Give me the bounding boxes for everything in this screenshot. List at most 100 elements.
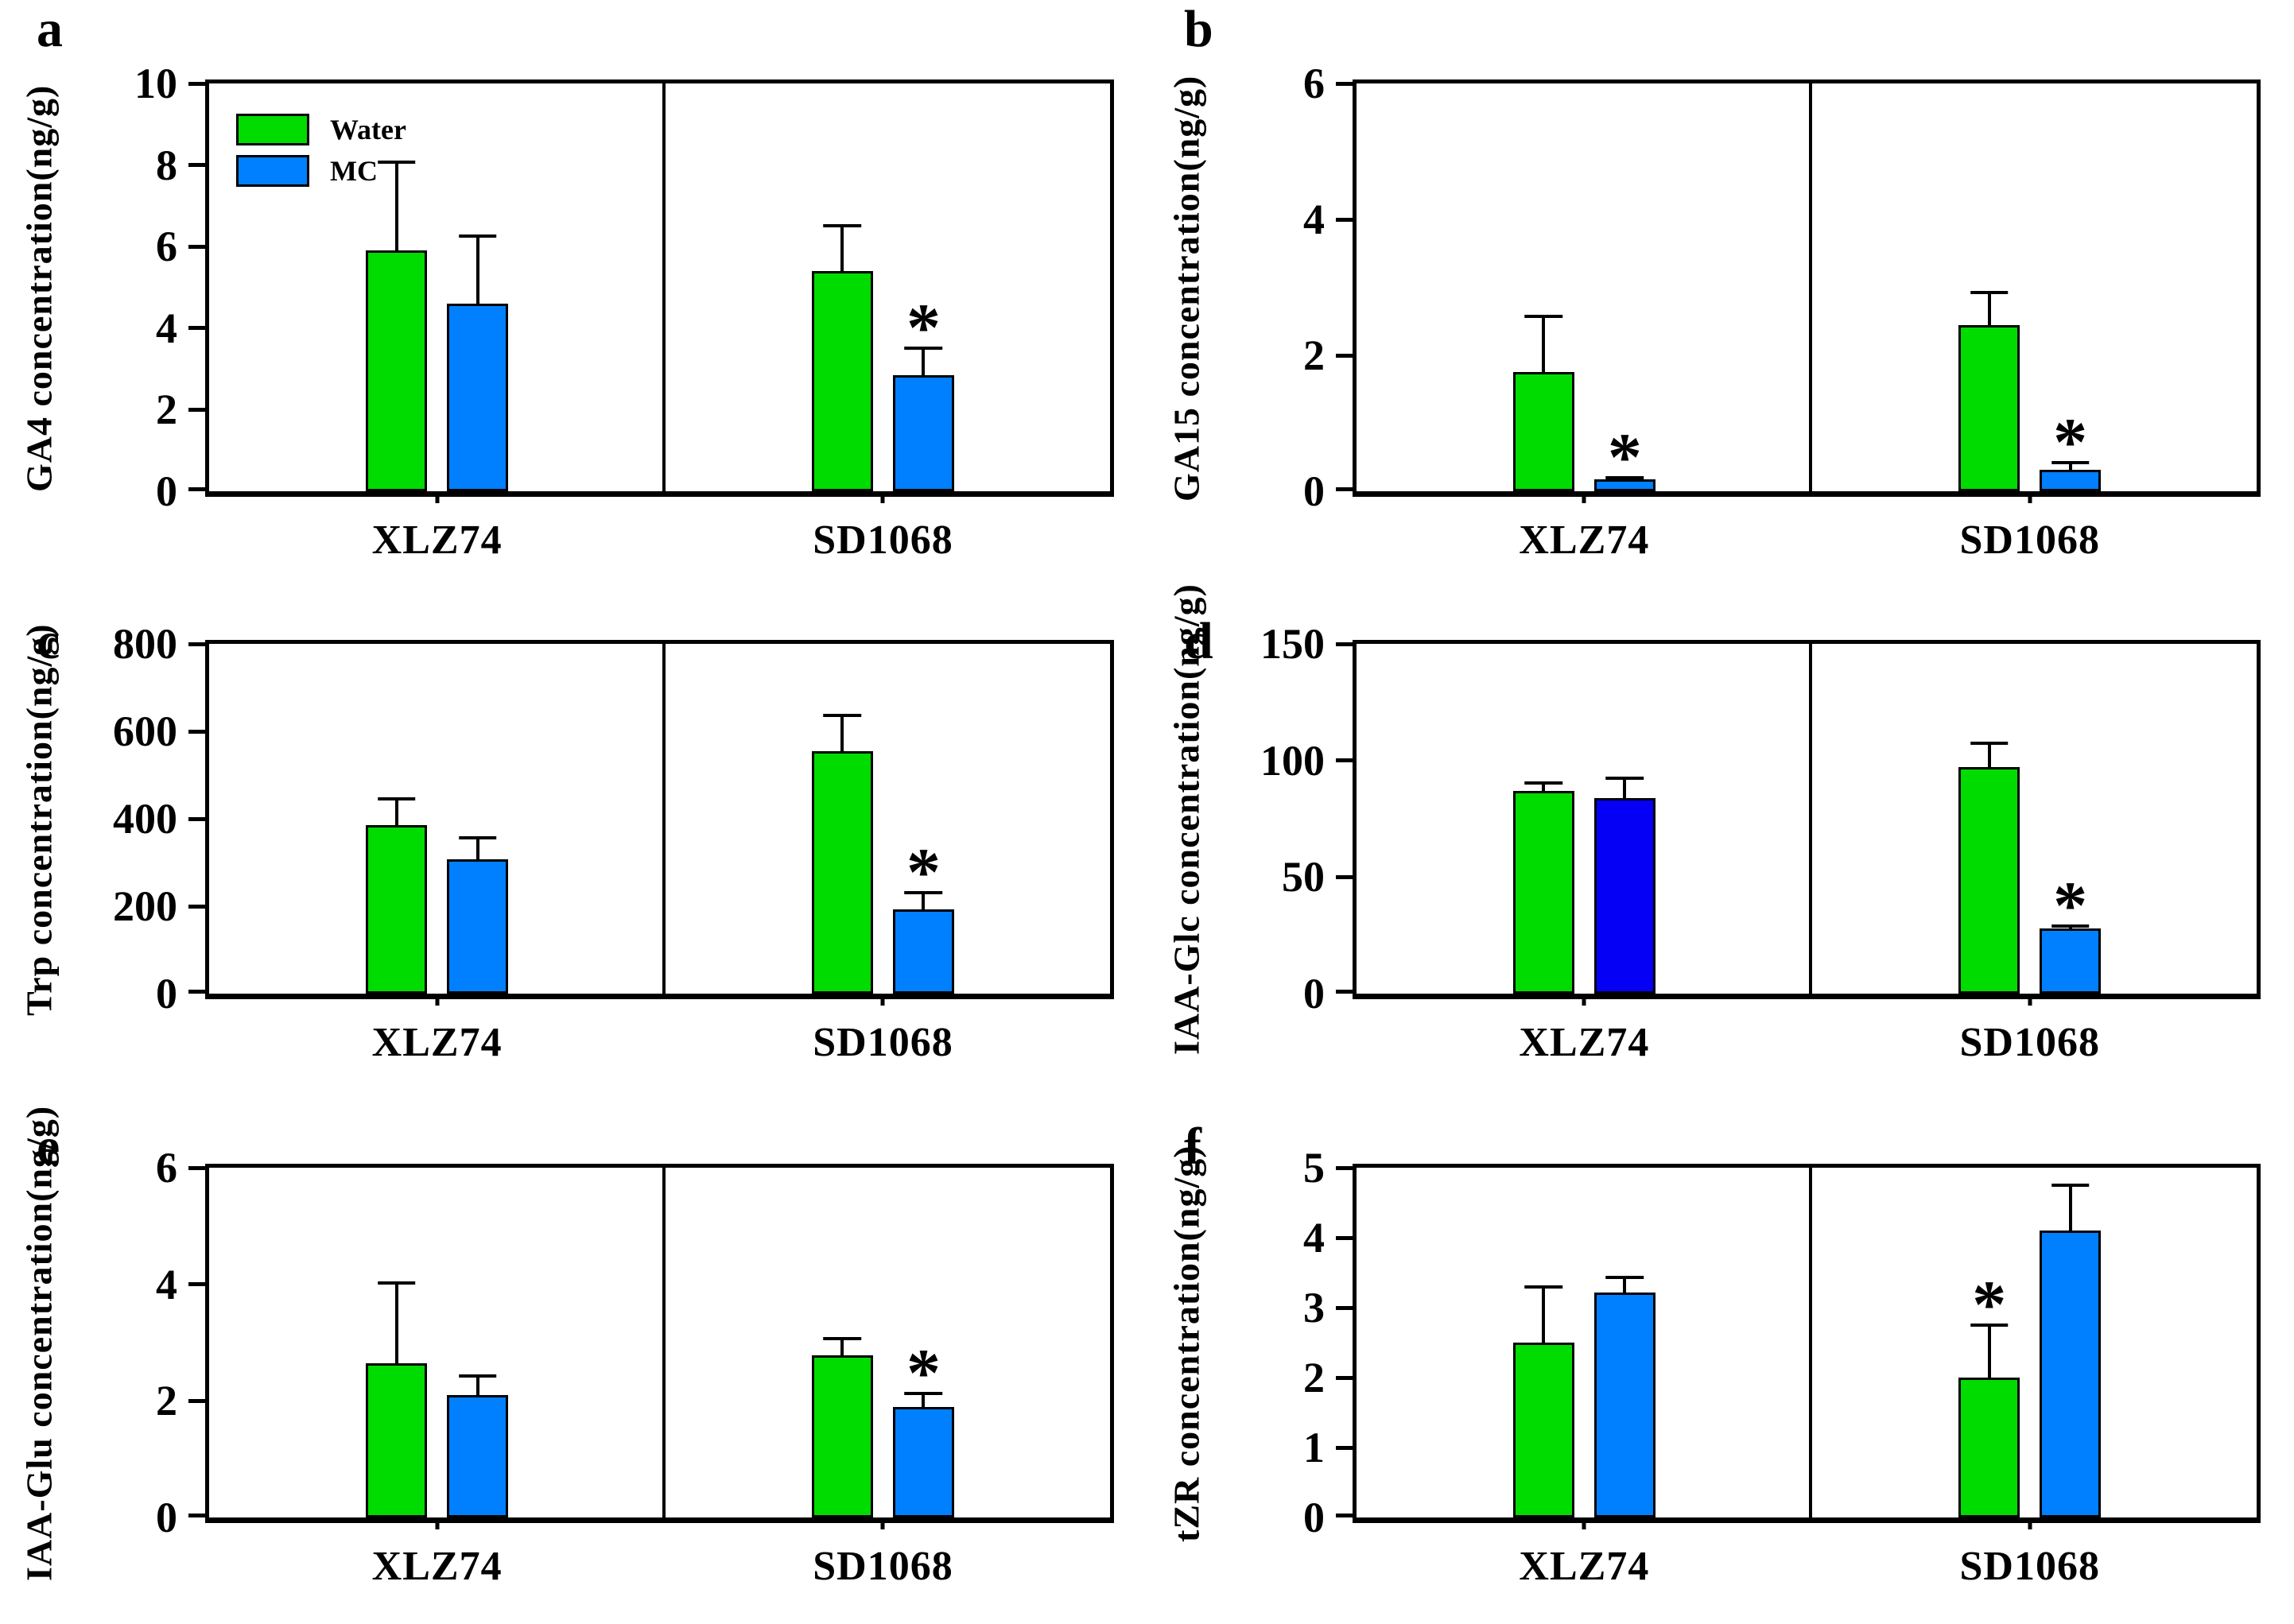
y-tick-label: 6	[156, 1144, 177, 1192]
significance-asterisk: *	[1972, 1266, 2007, 1343]
panel-b: b GA15 concentration(ng/g) 0 2 4 6 XLZ74 SD10…	[1147, 0, 2294, 612]
bar-XLZ74-Water	[366, 250, 428, 491]
y-tick-mark	[1336, 487, 1357, 491]
x-axis-label: SD1068	[813, 1544, 953, 1589]
y-tick-label: 4	[156, 1260, 177, 1308]
y-tick-mark	[188, 1165, 209, 1170]
y-tick-mark	[1336, 353, 1357, 358]
error-bar-cap	[904, 1392, 943, 1396]
error-bar-cap	[2051, 1184, 2090, 1188]
x-axis-label: SD1068	[1959, 517, 2100, 563]
y-tick-label: 2	[156, 386, 177, 434]
y-tick-mark	[1336, 641, 1357, 646]
error-bar-cap	[1524, 314, 1563, 318]
error-bar-line	[922, 1392, 926, 1407]
y-tick-label: 0	[1303, 467, 1325, 515]
y-tick-label: 0	[1303, 1494, 1325, 1541]
error-bar-cap	[904, 346, 943, 350]
x-axis-label: SD1068	[1959, 1020, 2100, 1065]
x-tick-mark	[435, 1517, 440, 1529]
y-tick-label: 400	[113, 795, 177, 843]
error-bar-cap	[823, 714, 862, 717]
x-axis-label: SD1068	[813, 1020, 953, 1065]
significance-asterisk: *	[906, 833, 941, 910]
y-tick-label: 4	[1303, 196, 1325, 243]
error-bar-cap	[377, 1281, 416, 1285]
significance-asterisk: *	[906, 1335, 941, 1412]
x-axis-label: XLZ74	[371, 1544, 503, 1589]
x-axis-label: XLZ74	[1519, 1544, 1650, 1589]
y-tick-label: 600	[113, 707, 177, 755]
error-bar-cap	[1970, 1324, 2009, 1327]
error-bar-cap	[377, 161, 416, 165]
y-tick-mark	[188, 1398, 209, 1403]
x-tick-mark	[880, 491, 885, 503]
significance-asterisk: *	[1607, 419, 1642, 496]
y-axis-label: GA15 concentration(ng/g)	[1166, 75, 1207, 502]
error-bar-line	[1542, 314, 1546, 373]
error-bar-line	[1623, 777, 1627, 798]
error-bar-line	[475, 836, 479, 860]
error-bar-line	[1542, 781, 1546, 791]
error-bar-cap	[1605, 777, 1644, 781]
y-tick-mark	[188, 729, 209, 734]
bar-XLZ74-Water	[1512, 1343, 1574, 1517]
x-axis-label: XLZ74	[1519, 1020, 1650, 1065]
bar-SD1068-Water	[811, 270, 873, 491]
y-tick-label: 3	[1303, 1284, 1325, 1331]
x-tick-mark	[2028, 491, 2032, 503]
plot-area: 0 50 100 150 XLZ74 SD1068 *	[1260, 622, 2261, 1064]
y-tick-mark	[188, 326, 209, 331]
bar-SD1068-MC	[892, 909, 954, 994]
bar-XLZ74-Water	[1512, 790, 1574, 994]
y-tick-mark	[1336, 758, 1357, 763]
bar-SD1068-Water	[1958, 767, 2020, 994]
error-bar-line	[922, 346, 926, 375]
panel-letter: e	[37, 1118, 60, 1176]
y-tick-label: 200	[113, 882, 177, 930]
y-tick-mark	[1336, 1375, 1357, 1380]
x-tick-mark	[1582, 994, 1586, 1006]
plot-area: 0 200 400 600 800 XLZ74 SD1068 *	[113, 622, 1114, 1064]
y-tick-mark	[1336, 81, 1357, 86]
group-divider	[1809, 83, 1813, 491]
bar-XLZ74-MC	[447, 1395, 509, 1517]
y-tick-label: 2	[156, 1377, 177, 1425]
x-tick-mark	[2028, 994, 2032, 1006]
legend-item: MC	[235, 155, 406, 188]
error-bar-cap	[823, 224, 862, 227]
significance-asterisk: *	[2053, 403, 2088, 480]
error-bar-cap	[904, 890, 943, 894]
panel-e: e IAA-Glu concentration(ng/g) 0 2 4 6 XLZ74 S…	[0, 1106, 1147, 1624]
error-bar-cap	[1970, 290, 2009, 294]
error-bar-line	[840, 714, 844, 751]
error-bar-cap	[823, 1336, 862, 1340]
y-tick-label: 800	[113, 620, 177, 668]
group-divider	[662, 644, 666, 994]
y-tick-mark	[1336, 1514, 1357, 1517]
error-bar-line	[394, 1281, 398, 1363]
y-tick-label: 5	[1303, 1144, 1325, 1192]
x-tick-mark	[1582, 491, 1586, 503]
panel-letter: f	[1184, 1118, 1201, 1176]
group-divider	[662, 1168, 666, 1517]
y-tick-label: 0	[156, 970, 177, 1017]
panel-letter: c	[37, 612, 60, 670]
error-bar-line	[840, 1336, 844, 1356]
panel-letter: d	[1184, 612, 1213, 670]
error-bar-line	[394, 796, 398, 826]
y-axis-label: GA4 concentration(ng/g)	[18, 84, 60, 492]
y-tick-label: 4	[156, 304, 177, 352]
plot-area: 0 2 4 6 XLZ74 SD1068 *	[156, 1146, 1114, 1587]
panel-a: a GA4 concentration(ng/g) 0 2 4 6 8 10 XLZ74 SD…	[0, 0, 1147, 612]
y-tick-label: 50	[1282, 853, 1325, 901]
error-bar-cap	[1970, 742, 2009, 746]
error-bar-line	[2068, 460, 2072, 470]
bar-XLZ74-MC	[447, 859, 509, 994]
y-tick-mark	[1336, 1445, 1357, 1450]
group-divider	[662, 83, 666, 491]
x-axis-label: SD1068	[1959, 1544, 2100, 1589]
y-tick-mark	[188, 487, 209, 491]
y-axis-label: Trp concentration(ng/g)	[18, 623, 60, 1016]
